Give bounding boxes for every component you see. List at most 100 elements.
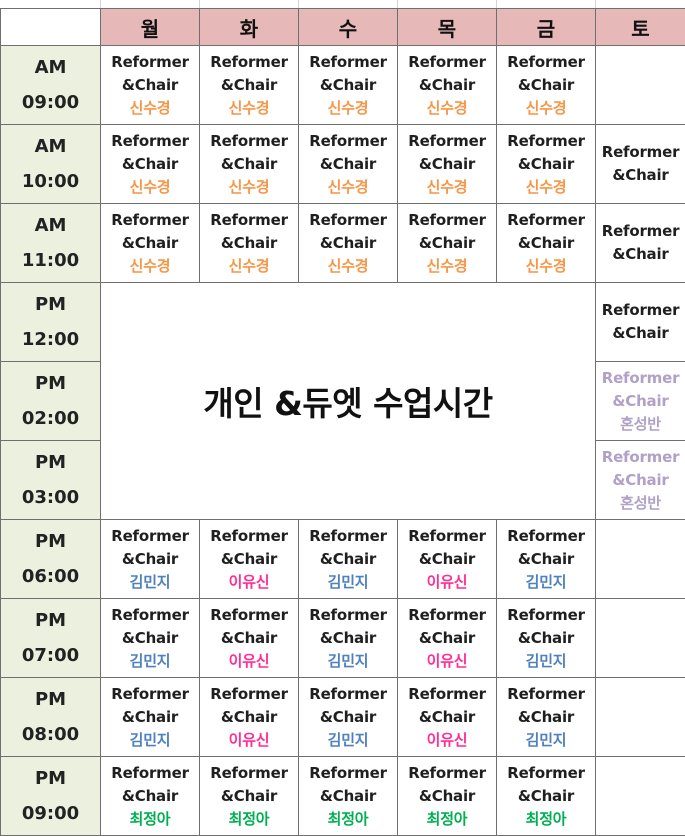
class-cell: Reformer &Chair 신수경	[100, 124, 200, 204]
time-cell: PM 07:00	[0, 598, 101, 678]
class-name-line1: Reformer	[309, 131, 387, 150]
time-slot-row: PM 07:00 Reformer &Chair 김민지 Reformer &Chair 이유…	[0, 598, 685, 678]
instructor-name: 김민지	[525, 651, 567, 670]
instructor-name: 김민지	[327, 651, 369, 670]
class-name-line1: Reformer	[210, 52, 288, 71]
class-cell: Reformer &Chair 최정아	[397, 756, 497, 836]
class-name-line2: &Chair	[220, 628, 278, 647]
class-name-line1: Reformer	[507, 526, 585, 545]
class-entry: Reformer &Chair 신수경	[201, 130, 298, 199]
class-name-line2: &Chair	[319, 154, 377, 173]
class-entry: Reformer &Chair 이유신	[201, 604, 298, 673]
class-name-line2: &Chair	[319, 628, 377, 647]
class-cell: Reformer &Chair 김민지	[496, 677, 596, 757]
instructor-name: 신수경	[228, 98, 270, 117]
instructor-name: 신수경	[525, 256, 567, 275]
class-cell: Reformer &Chair 신수경	[496, 124, 596, 204]
class-entry: Reformer &Chair 이유신	[201, 525, 298, 594]
time-value: 02:00	[21, 408, 80, 429]
time-cell: PM 02:00	[0, 361, 101, 441]
saturday-cell	[595, 756, 685, 836]
class-name-line1: Reformer	[507, 52, 585, 71]
class-name-line1: Reformer	[408, 763, 486, 782]
class-name-line1: Reformer	[507, 605, 585, 624]
class-entry: Reformer &Chair 이유신	[399, 525, 496, 594]
instructor-name: 신수경	[327, 98, 369, 117]
time-cell: PM 06:00	[0, 519, 101, 599]
time-slot-row: PM 12:00 개인 &듀엣 수업시간 Reformer &Chair	[0, 282, 685, 520]
time-period: PM	[34, 531, 67, 552]
class-cell: Reformer &Chair 이유신	[397, 519, 497, 599]
class-cell: Reformer &Chair 김민지	[496, 598, 596, 678]
time-value: 12:00	[21, 329, 80, 350]
class-cell: Reformer &Chair 이유신	[199, 677, 299, 757]
class-entry: Reformer &Chair	[597, 299, 685, 345]
class-cell: Reformer &Chair 신수경	[199, 203, 299, 283]
instructor-name: 신수경	[327, 256, 369, 275]
class-entry: Reformer &Chair 이유신	[399, 683, 496, 752]
class-entry: Reformer &Chair 김민지	[300, 604, 397, 673]
time-slot-row: PM 06:00 Reformer &Chair 김민지 Reformer &Chair 이유…	[0, 519, 685, 599]
class-name-line2: &Chair	[418, 154, 476, 173]
class-entry: Reformer &Chair 이유신	[201, 683, 298, 752]
class-name-line2: &Chair	[220, 549, 278, 568]
time-value: 07:00	[21, 645, 80, 666]
class-cell: Reformer &Chair 최정아	[298, 756, 398, 836]
class-entry: Reformer &Chair 최정아	[300, 762, 397, 831]
saturday-cell	[595, 519, 685, 599]
time-slot-row: AM 11:00 Reformer &Chair 신수경 Reformer &Chair 신수…	[0, 203, 685, 283]
time-cell: PM 08:00	[0, 677, 101, 757]
day-header: 수	[298, 8, 398, 46]
time-slot-row: PM 08:00 Reformer &Chair 김민지 Reformer &Chair 이유…	[0, 677, 685, 757]
class-entry: Reformer &Chair 신수경	[399, 209, 496, 278]
class-cell: Reformer &Chair 최정아	[199, 756, 299, 836]
time-period: AM	[34, 57, 67, 78]
class-entry: Reformer &Chair 이유신	[399, 604, 496, 673]
class-name-line2: &Chair	[121, 549, 179, 568]
class-name-line2: &Chair	[220, 75, 278, 94]
instructor-name: 신수경	[426, 177, 468, 196]
class-name-line1: Reformer	[111, 526, 189, 545]
class-cell: Reformer &Chair 김민지	[298, 519, 398, 599]
class-name-line2: &Chair	[418, 786, 476, 805]
class-name-line1: Reformer	[210, 210, 288, 229]
class-entry: Reformer &Chair 최정아	[498, 762, 595, 831]
class-name-line1: Reformer	[111, 131, 189, 150]
class-name-line2: &Chair	[517, 75, 575, 94]
class-cell: Reformer &Chair 김민지	[298, 598, 398, 678]
instructor-name: 이유신	[228, 651, 270, 670]
time-slot-row: PM 02:00 Reformer &Chair 혼성반	[0, 361, 685, 441]
class-cell: Reformer &Chair 신수경	[199, 45, 299, 125]
class-entry: Reformer &Chair 신수경	[300, 130, 397, 199]
class-entry: Reformer &Chair 김민지	[102, 683, 199, 752]
instructor-name: 이유신	[426, 730, 468, 749]
instructor-name: 신수경	[525, 98, 567, 117]
saturday-cell: Reformer &Chair 혼성반	[595, 440, 685, 520]
class-cell: Reformer &Chair 이유신	[199, 598, 299, 678]
time-value: 06:00	[21, 566, 80, 587]
class-name-line2: &Chair	[319, 233, 377, 252]
class-entry: Reformer &Chair 신수경	[498, 130, 595, 199]
class-name-line1: Reformer	[111, 684, 189, 703]
class-name-line1: Reformer	[210, 763, 288, 782]
class-name-line1: Reformer	[408, 131, 486, 150]
time-period: PM	[34, 610, 67, 631]
instructor-name: 신수경	[129, 256, 171, 275]
class-cell: Reformer &Chair 김민지	[298, 677, 398, 757]
spreadsheet-gridlines	[0, 0, 685, 8]
class-entry: Reformer &Chair 신수경	[498, 51, 595, 120]
instructor-name: 김민지	[129, 572, 171, 591]
instructor-name: 최정아	[525, 809, 567, 828]
class-cell: Reformer &Chair 신수경	[397, 203, 497, 283]
instructor-name: 김민지	[129, 730, 171, 749]
saturday-cell: Reformer &Chair	[595, 203, 685, 283]
instructor-name: 신수경	[129, 177, 171, 196]
instructor-name: 이유신	[228, 730, 270, 749]
time-slot-row: PM 03:00 Reformer &Chair 혼성반	[0, 440, 685, 520]
class-cell: Reformer &Chair 신수경	[298, 203, 398, 283]
class-cell: Reformer &Chair 신수경	[397, 45, 497, 125]
class-cell: Reformer &Chair 신수경	[496, 203, 596, 283]
class-cell: Reformer &Chair 신수경	[298, 124, 398, 204]
class-name-line1: Reformer	[507, 131, 585, 150]
class-cell: Reformer &Chair 최정아	[100, 756, 200, 836]
